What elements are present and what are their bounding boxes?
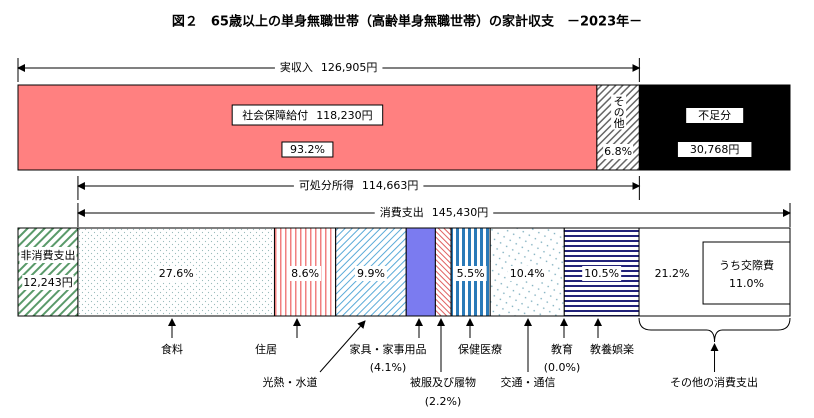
label-bg (281, 141, 334, 158)
label-bg (156, 266, 196, 281)
disposable-label: 可処分所得 114,663円 (299, 179, 419, 192)
segment-share: 9.9% (357, 267, 385, 280)
segment-name: 社会保障給付 (242, 108, 308, 122)
segment-share: (4.1%) (370, 361, 407, 374)
arrow (319, 320, 366, 373)
category-label: 住居 (255, 342, 277, 356)
segment-share: 93.2% (290, 143, 325, 156)
bar-segment (434, 227, 452, 317)
bar-segment (638, 84, 791, 171)
segment-name: その他 (612, 96, 625, 129)
bar-segment (405, 227, 436, 317)
bracket-value: 126,905円 (321, 61, 378, 74)
segment-label: 社会保障給付 118,230円 (242, 108, 373, 122)
sub-item-share: 11.0% (729, 277, 764, 290)
label-bg (652, 266, 692, 281)
segment-share: 8.6% (291, 267, 319, 280)
segment-value: 30,768円 (690, 143, 740, 156)
label-bg (354, 266, 387, 281)
label-bg (611, 94, 627, 130)
segment-share: 21.2% (655, 267, 690, 280)
category-label: 教育 (551, 342, 573, 356)
segment-share: 10.4% (510, 267, 545, 280)
segment-share: 6.8% (604, 145, 632, 158)
label-bg (603, 144, 634, 159)
label-bg (19, 247, 77, 263)
segment-share: 27.6% (159, 267, 194, 280)
spending-label: 消費支出 145,430円 (380, 205, 489, 219)
segment-share: (2.2%) (425, 395, 462, 408)
segment-share: 10.5% (584, 267, 619, 280)
category-label: 保健医療 (458, 342, 502, 356)
chart-title: 図２ 65歳以上の単身無職世帯（高齢単身無職世帯）の家計収支 －2023年－ (172, 14, 642, 30)
category-label: 光熱・水道 (263, 375, 318, 389)
label-bg (374, 204, 494, 220)
label-bg (274, 59, 383, 75)
segment-share: (0.0%) (544, 361, 581, 374)
category-label: その他の消費支出 (670, 375, 758, 389)
label-bg (289, 266, 322, 281)
label-bg (582, 266, 622, 281)
label-bg (22, 275, 74, 290)
segment-name: 非消費支出 (20, 248, 75, 262)
label-bg (686, 108, 744, 123)
sub-item-box (702, 241, 791, 305)
segment-name: 不足分 (698, 109, 731, 122)
category-label: 教養娯楽 (590, 342, 634, 356)
category-label: 交通・通信 (501, 375, 556, 389)
category-label: 家具・家事用品 (350, 342, 427, 356)
bracket-value: 114,663円 (362, 179, 419, 192)
label-bg (677, 142, 752, 157)
bracket-name: 実収入 (280, 60, 313, 74)
segment-value: 118,230円 (316, 109, 373, 122)
segment-value: 12,243円 (23, 276, 73, 289)
sub-item-name: うち交際費 (719, 258, 774, 272)
income-label: 実収入 126,905円 (280, 60, 378, 74)
label-bg (231, 104, 384, 126)
label-bg (454, 266, 487, 281)
label-bg (293, 178, 424, 193)
bracket-name: 消費支出 (380, 205, 424, 219)
bar-segment (17, 227, 79, 317)
label-bg (507, 266, 547, 281)
brace (638, 317, 791, 343)
category-label: 食料 (161, 342, 183, 356)
bracket-value: 145,430円 (432, 206, 489, 219)
category-label: 被服及び履物 (410, 375, 476, 389)
bracket-name: 可処分所得 (299, 179, 354, 192)
segment-share: 5.5% (457, 267, 485, 280)
